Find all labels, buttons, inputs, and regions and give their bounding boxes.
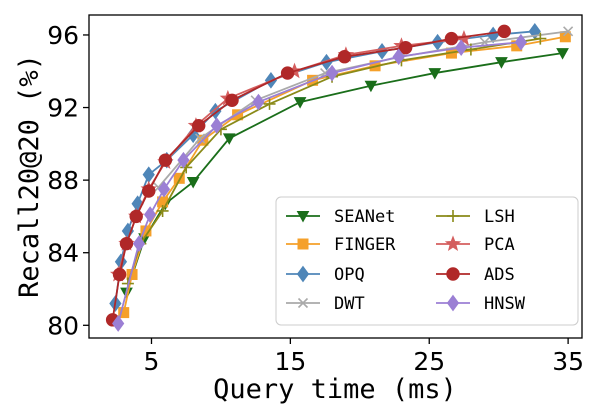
legend-label: PCA — [484, 235, 515, 255]
data-point-lsh — [263, 97, 276, 110]
data-point-hnsw — [143, 206, 157, 223]
data-point-ads — [142, 184, 156, 198]
data-point-hnsw — [252, 93, 265, 111]
data-point-finger — [118, 307, 130, 319]
data-point-hnsw — [210, 117, 223, 135]
data-point-ads — [398, 40, 413, 55]
legend-entry-lsh: LSH — [436, 207, 515, 227]
data-point-ads — [119, 236, 134, 251]
legend-box — [275, 196, 579, 326]
data-point-ads — [337, 50, 352, 64]
x-tick-label: 25 — [413, 347, 445, 376]
x-tick-label: 15 — [274, 347, 306, 376]
x-tick-label: 35 — [552, 347, 584, 376]
legend-marker-seanet — [296, 211, 310, 223]
legend-label: OPQ — [334, 265, 365, 285]
legend-marker-ads — [446, 267, 460, 281]
data-point-hnsw — [177, 151, 190, 169]
data-point-hnsw — [514, 33, 528, 51]
series-hnsw — [112, 33, 528, 332]
data-point-hnsw — [112, 315, 125, 332]
data-point-ads — [497, 24, 511, 39]
data-point-hnsw — [157, 180, 171, 198]
legend: SEANet FINGER OPQ DWT LSH PCA ADS HNSW — [275, 196, 579, 326]
data-point-seanet — [495, 57, 508, 69]
data-point-opq — [142, 166, 155, 184]
data-point-ads — [112, 267, 127, 282]
x-axis-label: Query time (ms) — [213, 374, 457, 405]
y-tick-label: 88 — [47, 166, 79, 195]
data-point-seanet — [556, 48, 569, 60]
axes-layer: 5 15 25 35 80 84 88 92 96 — [47, 21, 584, 376]
series-layer — [105, 22, 574, 332]
legend-label: SEANet — [334, 207, 395, 227]
data-point-ads — [192, 118, 206, 133]
legend-label: DWT — [334, 294, 365, 314]
legend-entry-ads: ADS — [436, 265, 515, 285]
legend-marker-opq — [296, 265, 310, 283]
data-point-ads — [129, 209, 143, 224]
legend-entry-hnsw: HNSW — [436, 294, 526, 314]
data-point-seanet — [293, 97, 307, 109]
data-point-ads — [158, 153, 173, 167]
legend-marker-hnsw — [446, 294, 460, 312]
legend-entry-dwt: DWT — [286, 294, 365, 314]
data-point-hnsw — [325, 64, 339, 82]
y-tick-label: 80 — [47, 311, 79, 340]
data-point-seanet — [186, 176, 200, 189]
data-point-dwt — [563, 26, 574, 37]
plot-frame — [88, 14, 583, 339]
series-line-lsh — [127, 37, 541, 284]
data-point-lsh — [534, 32, 547, 45]
y-axis-label: Recall20@20 (%) — [14, 54, 45, 298]
data-point-hnsw — [392, 48, 405, 66]
data-point-finger — [173, 172, 185, 184]
series-ads — [105, 24, 511, 327]
y-tick-label: 84 — [47, 239, 79, 268]
data-point-hnsw — [132, 235, 146, 252]
legend-marker-pca — [444, 235, 462, 251]
data-point-hnsw — [455, 39, 468, 57]
data-point-seanet — [428, 68, 442, 80]
legend-entry-finger: FINGER — [286, 235, 396, 255]
legend-entry-opq: OPQ — [286, 265, 365, 285]
legend-marker-dwt — [297, 297, 309, 309]
legend-entry-seanet: SEANet — [286, 207, 395, 227]
y-tick-label: 92 — [47, 94, 79, 123]
legend-marker-finger — [297, 238, 309, 250]
data-point-seanet — [364, 80, 378, 93]
legend-label: HNSW — [484, 294, 526, 314]
data-point-lsh — [464, 43, 477, 56]
y-tick-label: 96 — [47, 21, 79, 50]
data-point-ads — [225, 93, 239, 107]
data-point-ads — [444, 31, 459, 46]
legend-entry-pca: PCA — [436, 235, 515, 255]
data-point-ads — [280, 66, 295, 80]
legend-label: ADS — [484, 265, 515, 285]
data-point-seanet — [222, 133, 236, 145]
legend-label: LSH — [484, 207, 515, 227]
legend-marker-lsh — [447, 210, 459, 222]
data-point-dwt — [195, 133, 206, 144]
x-tick-label: 5 — [144, 347, 160, 376]
legend-label: FINGER — [334, 235, 396, 255]
data-point-lsh — [156, 204, 169, 217]
